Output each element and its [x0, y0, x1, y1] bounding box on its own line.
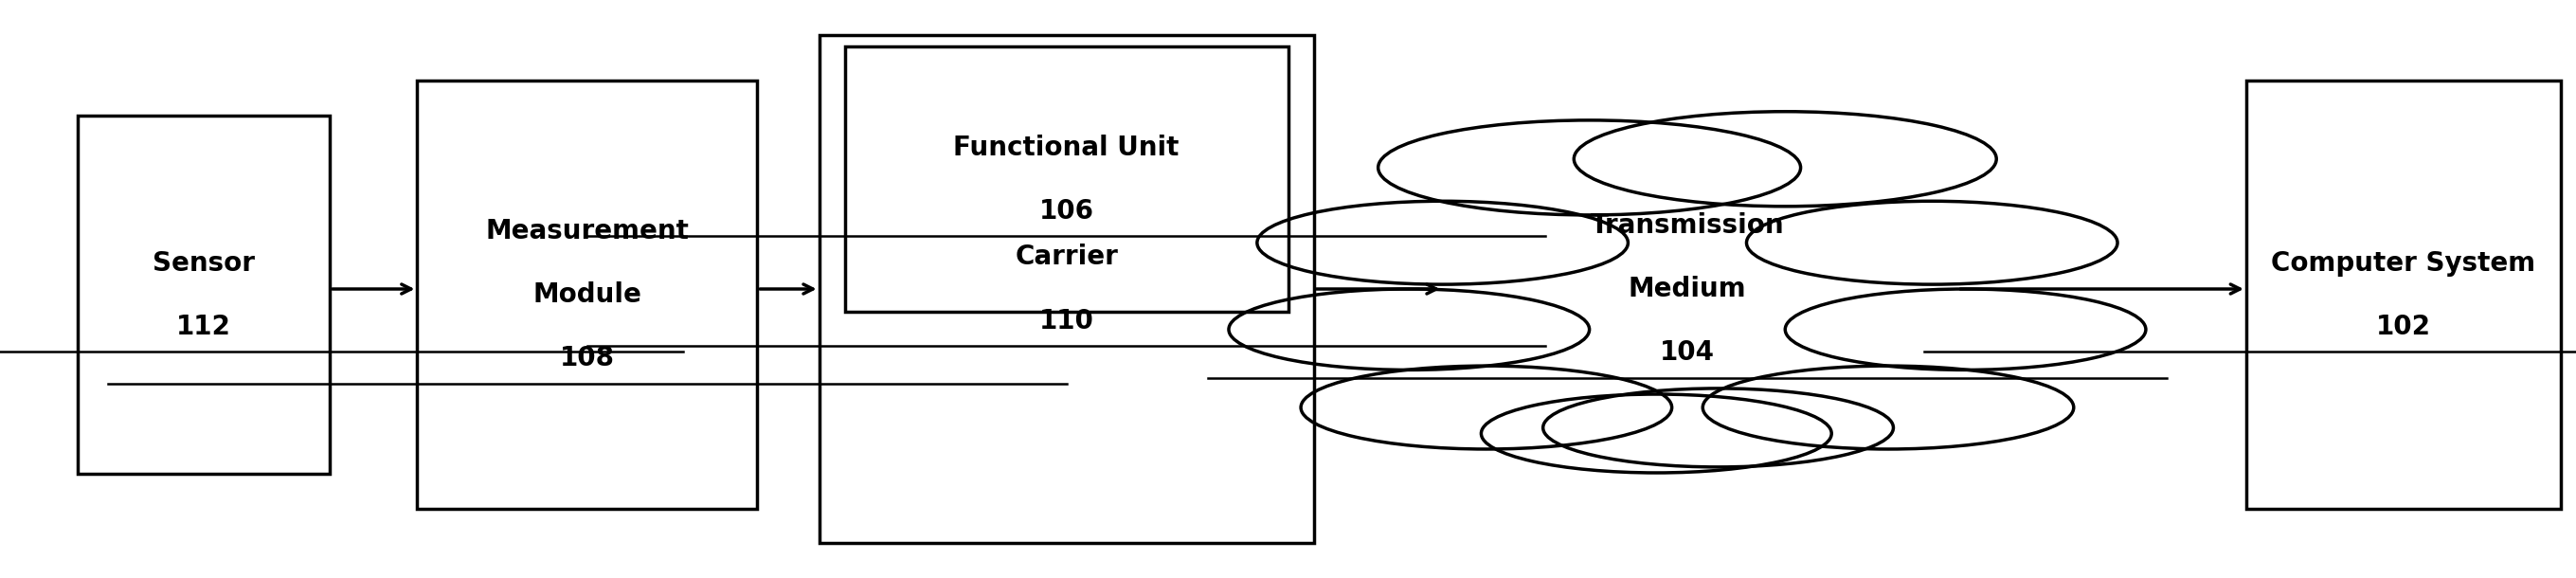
Circle shape — [1481, 394, 1832, 473]
Bar — [845, 46, 1288, 312]
Text: Module: Module — [533, 281, 641, 308]
Text: Sensor: Sensor — [152, 250, 255, 276]
Bar — [2246, 81, 2561, 509]
Text: Computer System: Computer System — [2272, 250, 2535, 276]
Text: Transmission: Transmission — [1589, 212, 1785, 239]
Text: 106: 106 — [1038, 198, 1095, 224]
Text: Functional Unit: Functional Unit — [953, 134, 1180, 161]
Circle shape — [1747, 201, 2117, 284]
Text: Measurement: Measurement — [484, 218, 690, 244]
Circle shape — [1785, 289, 2146, 370]
Circle shape — [1543, 388, 1893, 467]
Circle shape — [1229, 289, 1589, 370]
Text: 112: 112 — [175, 313, 232, 340]
Circle shape — [1574, 112, 1996, 206]
Bar — [417, 81, 757, 509]
Circle shape — [1378, 120, 1801, 215]
Text: 102: 102 — [2375, 313, 2432, 340]
Circle shape — [1703, 366, 2074, 449]
Bar — [77, 116, 330, 474]
Text: 104: 104 — [1659, 339, 1716, 366]
Text: Carrier: Carrier — [1015, 244, 1118, 271]
Circle shape — [1257, 201, 1628, 284]
Text: 108: 108 — [559, 345, 616, 372]
Circle shape — [1301, 366, 1672, 449]
Bar — [819, 35, 1314, 543]
Text: Medium: Medium — [1628, 276, 1747, 302]
Text: 110: 110 — [1038, 307, 1095, 334]
